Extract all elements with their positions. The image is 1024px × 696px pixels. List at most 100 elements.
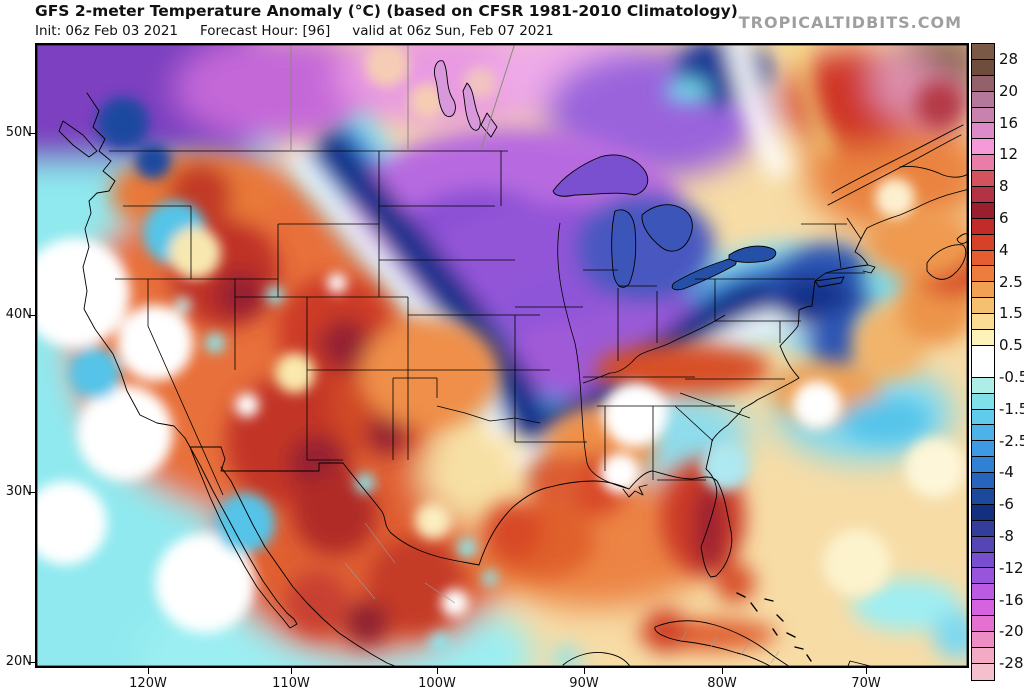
colorbar-segment <box>972 139 994 156</box>
colorbar-segment <box>972 441 994 458</box>
colorbar-segment <box>972 330 994 346</box>
subtitle: Init: 06z Feb 03 2021 Forecast Hour: [96]… <box>35 23 576 39</box>
colorbar-segment <box>972 377 994 394</box>
colorbar-segment <box>972 250 994 267</box>
colorbar-label: 28 <box>999 49 1019 68</box>
colorbar-segment <box>972 123 994 140</box>
province-borders <box>290 43 516 151</box>
colorbar-segment <box>972 425 994 442</box>
colorbar-segment <box>972 520 994 537</box>
colorbar-segment <box>972 266 994 283</box>
x-axis-tick <box>584 668 585 674</box>
x-axis-tick <box>148 668 149 674</box>
coastline-west <box>82 92 191 448</box>
colorbar-label: -12 <box>999 558 1024 577</box>
colorbar-segment <box>972 409 994 426</box>
colorbar-segment <box>972 298 994 315</box>
map-svg <box>35 43 969 668</box>
x-axis-label: 70W <box>851 676 881 691</box>
cape-breton <box>956 233 969 244</box>
st-lawrence-north-shore <box>831 124 964 194</box>
colorbar-label: 6 <box>999 208 1009 227</box>
gaspe-coast <box>899 166 969 178</box>
hispaniola <box>847 660 871 668</box>
lake-huron <box>641 204 693 252</box>
colorbar-segment <box>972 155 994 172</box>
y-axis-label: 40N <box>5 307 32 322</box>
colorbar-segment <box>972 504 994 521</box>
y-axis-label: 30N <box>5 484 32 499</box>
anomaly-map <box>35 43 969 668</box>
lake-winnipegosis <box>462 82 481 131</box>
colorbar-label: -0.5 <box>999 367 1024 386</box>
nova-scotia <box>926 244 967 280</box>
colorbar-label: 12 <box>999 145 1019 164</box>
colorbar-segment <box>972 202 994 219</box>
x-axis-label: 110W <box>272 676 310 691</box>
colorbar-segment <box>972 218 994 235</box>
yucatan <box>562 652 632 668</box>
lake-erie <box>671 258 737 291</box>
colorbar-label: -4 <box>999 463 1014 482</box>
colorbar-segment <box>972 91 994 108</box>
colorbar-segment <box>972 584 994 601</box>
mississippi-river <box>557 222 630 490</box>
colorbar-label: -6 <box>999 495 1014 514</box>
mississippi-delta <box>622 484 648 498</box>
coastline-gulf-east <box>478 188 969 578</box>
colorbar-segment <box>972 568 994 585</box>
colorbar-segment <box>972 187 994 203</box>
colorbar-label: 20 <box>999 81 1019 100</box>
colorbar-segment <box>972 234 994 251</box>
y-axis-label: 20N <box>5 654 32 669</box>
lake-winnipeg <box>434 60 456 117</box>
colorbar-segment <box>972 473 994 489</box>
state-borders <box>109 150 865 496</box>
colorbar-label: -20 <box>999 622 1024 641</box>
colorbar-segment <box>972 345 994 378</box>
colorbar-label: -2.5 <box>999 431 1024 450</box>
colorbar-segment <box>972 488 994 505</box>
x-axis-label: 100W <box>418 676 456 691</box>
lake-ontario <box>728 245 777 263</box>
y-axis-tick <box>29 133 35 134</box>
colorbar-segment <box>972 282 994 299</box>
colorbar <box>971 43 995 681</box>
colorbar-label: 16 <box>999 113 1019 132</box>
colorbar-segment <box>972 536 994 553</box>
x-axis-tick <box>437 668 438 674</box>
x-axis-tick <box>291 668 292 674</box>
long-island <box>814 276 845 288</box>
colorbar-segment <box>972 647 994 664</box>
us-mexico-border <box>189 446 480 566</box>
colorbar-segment <box>972 631 994 648</box>
bahamas-islands <box>736 592 812 662</box>
colorbar-segment <box>972 44 994 60</box>
y-axis-label: 50N <box>5 125 32 140</box>
colorbar-label: -8 <box>999 526 1014 545</box>
colorbar-label: -1.5 <box>999 399 1024 418</box>
colorbar-segment <box>972 171 994 188</box>
colorbar-label: -16 <box>999 590 1024 609</box>
baja-california <box>189 446 298 629</box>
colorbar-segment <box>972 457 994 474</box>
page-title: GFS 2-meter Temperature Anomaly (°C) (ba… <box>35 2 738 20</box>
colorbar-segment <box>972 59 994 76</box>
y-axis-tick <box>29 662 35 663</box>
colorbar-segment <box>972 75 994 92</box>
y-axis-tick <box>29 492 35 493</box>
map-frame <box>35 43 969 668</box>
colorbar-label: 1.5 <box>999 304 1023 323</box>
colorbar-segment <box>972 600 994 617</box>
vancouver-island <box>58 120 98 158</box>
x-axis-tick <box>866 668 867 674</box>
mexico-west-coast <box>220 466 401 668</box>
colorbar-segment <box>972 552 994 569</box>
lake-superior <box>552 154 649 197</box>
x-axis-label: 120W <box>129 676 167 691</box>
colorbar-label: 2.5 <box>999 272 1023 291</box>
x-axis-tick <box>722 668 723 674</box>
tropicaltidbits-watermark: TROPICALTIDBITS.COM <box>738 13 962 32</box>
y-axis-tick <box>29 315 35 316</box>
